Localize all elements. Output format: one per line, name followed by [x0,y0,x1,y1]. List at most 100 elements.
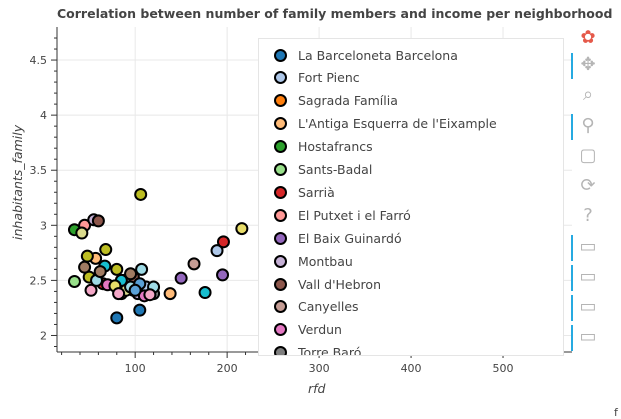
tool-glyph: ⚲ [581,115,595,136]
data-point [210,244,224,258]
legend-item[interactable]: El Putxet i el Farró [259,204,411,226]
legend-marker [274,140,287,154]
legend-label: Sarrià [298,184,335,200]
legend-marker [274,323,287,337]
active-tool-indicator [571,114,573,140]
legend-label: Verdun [298,322,342,338]
legend-item[interactable]: Sarrià [259,181,335,203]
legend-marker [274,277,287,291]
tool-glyph: ? [583,205,593,226]
legend[interactable]: La Barceloneta Barcelona Fort Pienc Sagrad… [258,38,564,356]
tool-glyph: ▭ [579,296,597,317]
x-tick-label: 400 [401,362,422,375]
hover-icon[interactable]: ▭ [576,325,600,349]
y-tick-label: 2 [40,329,47,342]
data-point [133,303,147,317]
legend-item[interactable]: Sagrada Família [259,90,398,112]
x-tick-label: 300 [309,362,330,375]
pan-icon[interactable]: ✥ [576,53,600,77]
legend-item[interactable]: Fort Pienc [259,67,360,89]
data-point [174,271,188,285]
tool-glyph: ⟳ [580,175,596,196]
legend-marker [274,208,287,222]
legend-label: Fort Pienc [298,70,360,86]
data-point [91,214,105,228]
legend-marker [274,117,287,131]
legend-marker [274,185,287,199]
legend-label: El Baix Guinardó [298,230,402,246]
bokeh-logo-icon[interactable]: ✿ [576,26,600,50]
data-point [80,249,94,263]
tool-glyph: ✿ [580,27,596,48]
data-point [216,268,230,282]
legend-label: Vall d'Hebron [298,276,381,292]
data-point [198,286,212,300]
legend-label: La Barceloneta Barcelona [298,47,458,63]
hover-icon[interactable]: ▭ [576,265,600,289]
legend-marker [274,231,287,245]
corner-text: f [614,406,618,419]
x-tick-label: 100 [125,362,146,375]
active-tool-indicator [571,265,573,291]
data-point [75,226,89,240]
legend-label: Montbau [298,253,353,269]
legend-item[interactable]: Montbau [259,250,353,272]
y-tick-label: 4 [40,109,47,122]
legend-item[interactable]: Vall d'Hebron [259,273,381,295]
legend-marker [274,163,287,176]
legend-item[interactable]: El Baix Guinardó [259,227,402,249]
data-point [78,260,92,274]
tool-glyph: ⌕ [582,84,594,105]
legend-label: Sants-Badal [298,162,373,177]
reset-icon[interactable]: ⟳ [576,174,600,198]
data-point [135,262,149,276]
y-tick-label: 2.5 [30,274,48,287]
legend-item[interactable]: La Barceloneta Barcelona [259,44,458,66]
data-point [110,262,124,276]
data-point [163,287,177,301]
tool-glyph: ▭ [579,266,597,287]
legend-label: Torre Baró [298,345,362,356]
legend-item[interactable]: Verdun [259,319,342,341]
legend-marker [274,94,287,108]
hover-icon[interactable]: ▭ [576,295,600,319]
chart-title: Correlation between number of family mem… [57,6,613,21]
data-point [67,274,81,288]
legend-item[interactable]: Torre Baró [259,342,362,356]
y-tick-label: 4.5 [30,54,48,67]
legend-marker [274,254,287,268]
active-tool-indicator [571,53,573,79]
legend-item[interactable]: Hostafrancs [259,136,373,158]
active-tool-indicator [571,325,573,351]
legend-item[interactable]: Sants-Badal [259,159,372,181]
data-point [93,265,107,279]
y-axis-label: inhabitants_family [10,124,25,240]
save-icon[interactable]: ▢ [576,144,600,168]
legend-item[interactable]: L'Antiga Esquerra de l'Eixample [259,113,497,135]
box-zoom-icon[interactable]: ⌕ [576,83,600,107]
legend-marker [274,346,287,355]
data-point [84,283,98,297]
tool-glyph: ▭ [579,236,597,257]
legend-label: El Putxet i el Farró [298,207,411,223]
active-tool-indicator [571,235,573,261]
legend-label: Hostafrancs [298,139,373,155]
y-tick-label: 3.5 [30,164,48,177]
help-icon[interactable]: ? [576,204,600,228]
toolbar: ✿ ✥ ⌕ ⚲ ▢ ⟳? ▭ ▭ ▭ ▭ [571,22,612,362]
legend-label: Sagrada Família [298,93,398,109]
wheel-zoom-icon[interactable]: ⚲ [576,114,600,138]
y-tick-label: 3 [40,219,47,232]
data-point [134,187,148,201]
legend-marker [274,300,287,314]
data-point [112,287,126,301]
data-point [235,222,249,236]
x-tick-label: 500 [493,362,514,375]
hover-icon[interactable]: ▭ [576,235,600,259]
legend-item[interactable]: Canyelles [259,296,359,318]
legend-label: L'Antiga Esquerra de l'Eixample [298,116,497,132]
tool-glyph: ✥ [580,54,596,75]
tool-glyph: ▢ [579,145,597,166]
data-point [216,235,230,249]
active-tool-indicator [571,295,573,321]
